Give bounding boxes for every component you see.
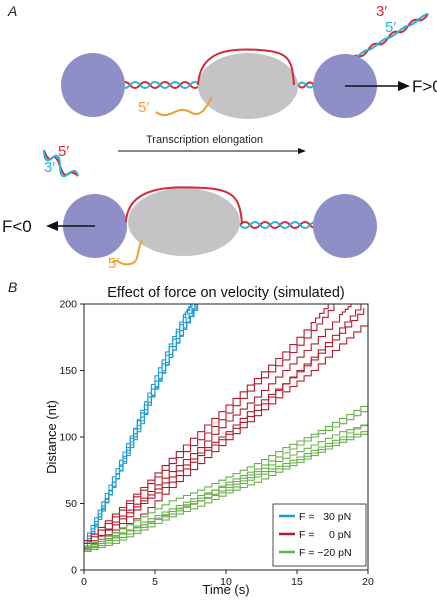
chart-title: Effect of force on velocity (simulated)	[107, 285, 344, 301]
force-arrow-top-head	[398, 81, 410, 91]
bead-top-left	[61, 53, 125, 117]
legend-label: F = 30 pN	[299, 511, 351, 523]
legend: F = 30 pN F = 0 pN F = −20 pN	[272, 503, 367, 567]
trace-force-0-3	[84, 308, 365, 550]
trace-force-30-3	[84, 304, 196, 550]
rnap-bottom	[128, 188, 240, 256]
x-tick-label: 5	[152, 576, 158, 588]
elongation-indicator: Transcription elongation	[118, 134, 306, 154]
trace-force--20-6	[84, 407, 369, 551]
trace-force-0-6	[84, 304, 329, 542]
rna-transcript-bottom	[111, 239, 143, 266]
y-tick-label: 200	[59, 299, 77, 311]
dna-helix-bottom-tail	[43, 149, 79, 178]
construct-top: F>0 3′ 5′ 5′	[61, 3, 437, 119]
force-label-top: F>0	[412, 77, 437, 96]
force-arrow-bottom-head	[46, 221, 58, 231]
legend-label: F = −20 pN	[299, 547, 352, 559]
x-tick-label: 10	[220, 576, 232, 588]
trace-force-0-4	[84, 304, 352, 551]
dna-helix-top-tail	[347, 13, 429, 63]
elongation-label: Transcription elongation	[146, 134, 263, 146]
trace-force-30-2	[84, 304, 193, 542]
legend-label: F = 0 pN	[299, 529, 351, 541]
y-tick-label: 0	[71, 565, 77, 577]
dna-helix-bottom-right	[239, 221, 321, 229]
force-label-bottom: F<0	[2, 217, 32, 236]
x-tick-label: 20	[362, 576, 374, 588]
panel-b-label: B	[8, 279, 17, 295]
trace-force-30-5	[84, 304, 192, 551]
bead-bottom-right	[313, 194, 377, 258]
dna-helix-top-left	[119, 81, 201, 89]
y-tick-label: 150	[59, 365, 77, 377]
y-tick-label: 50	[65, 498, 77, 510]
x-axis-label: Time (s)	[202, 582, 249, 597]
construct-bottom: F<0 5′ 3′ 5′	[2, 143, 377, 272]
strand-label-bottom-3prime: 3′	[44, 159, 55, 176]
elongation-arrow-head	[298, 148, 306, 154]
plot-frame	[83, 303, 369, 571]
transcription-bubble-bottom	[125, 186, 243, 225]
x-tick-label: 15	[291, 576, 303, 588]
chart-traces	[84, 304, 369, 552]
strand-label-top-3prime: 3′	[376, 3, 387, 20]
trace-force--20-5	[84, 429, 369, 548]
y-axis-label: Distance (nt)	[44, 400, 59, 474]
x-tick-label: 0	[81, 576, 87, 588]
trace-force--20-2	[84, 402, 369, 547]
rnap-top	[198, 53, 298, 119]
rna-label-bottom-5prime: 5′	[108, 255, 119, 272]
y-tick-label: 100	[59, 432, 77, 444]
strand-label-top-5prime: 5′	[385, 19, 396, 36]
rna-label-top-5prime: 5′	[138, 99, 149, 116]
strand-label-bottom-5prime: 5′	[58, 143, 69, 160]
rna-transcript-top	[155, 96, 213, 117]
panel-a-label: A	[7, 3, 17, 19]
transcription-bubble-top	[197, 48, 295, 86]
